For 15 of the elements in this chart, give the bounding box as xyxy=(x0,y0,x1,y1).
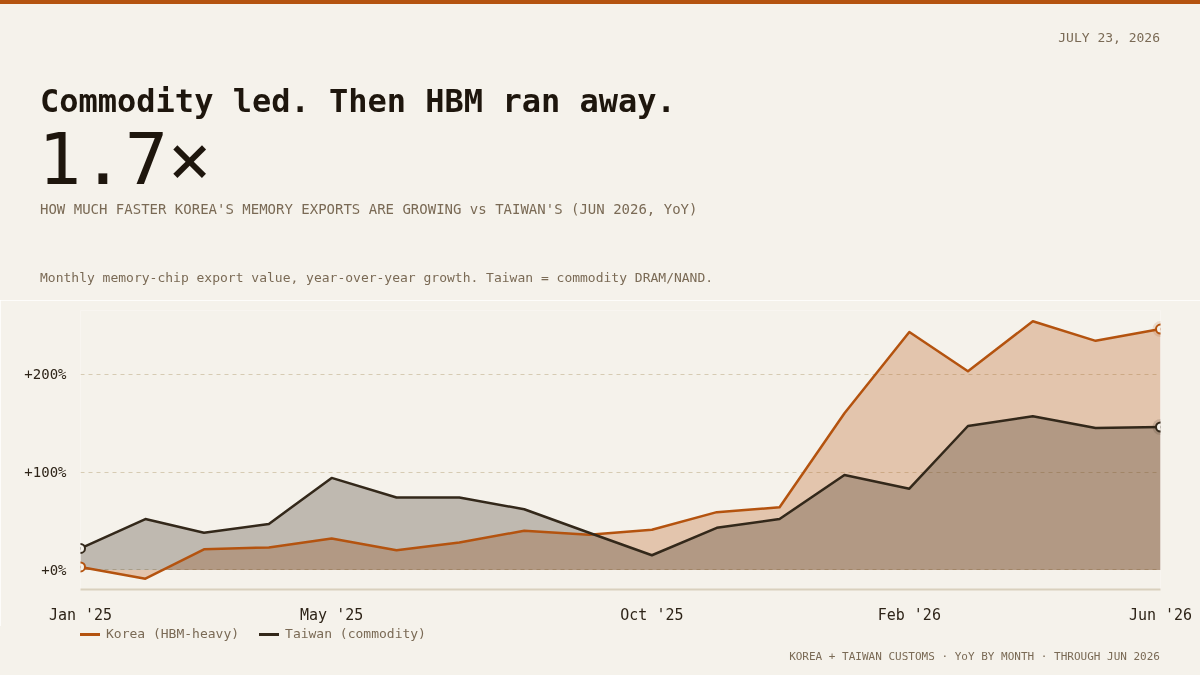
chart-subtitle: Monthly memory-chip export value, year-over-year growth. Taiwan = commodity DRAM/NAND. xyxy=(40,270,714,285)
y-tick-label: +200% xyxy=(24,366,68,383)
x-tick-label: Oct '25 xyxy=(620,605,684,624)
legend-label: Taiwan (commodity) xyxy=(285,626,426,642)
text: KOREA + TAIWAN CUSTOMS · YoY BY MONTH · THROUGH JUN 2026 xyxy=(789,650,1160,663)
legend-label: Korea (HBM-heavy) xyxy=(106,626,240,642)
text: HOW MUCH FASTER KOREA'S MEMORY EXPORTS ARE GROWING vs TAIWAN'S (JUN 2026, YoY) xyxy=(40,201,698,217)
chart-title: Commodity led. Then HBM ran away. xyxy=(40,82,676,120)
x-tick-label: Jun '26 xyxy=(1128,605,1193,624)
x-tick-label: Jan '25 xyxy=(48,605,113,624)
x-tick-label: May '25 xyxy=(300,605,364,624)
text: JULY 23, 2026 xyxy=(1058,30,1160,45)
x-tick-label: Feb '26 xyxy=(877,605,941,624)
y-tick-label: +0% xyxy=(41,561,68,578)
y-tick-label: +100% xyxy=(24,464,68,481)
